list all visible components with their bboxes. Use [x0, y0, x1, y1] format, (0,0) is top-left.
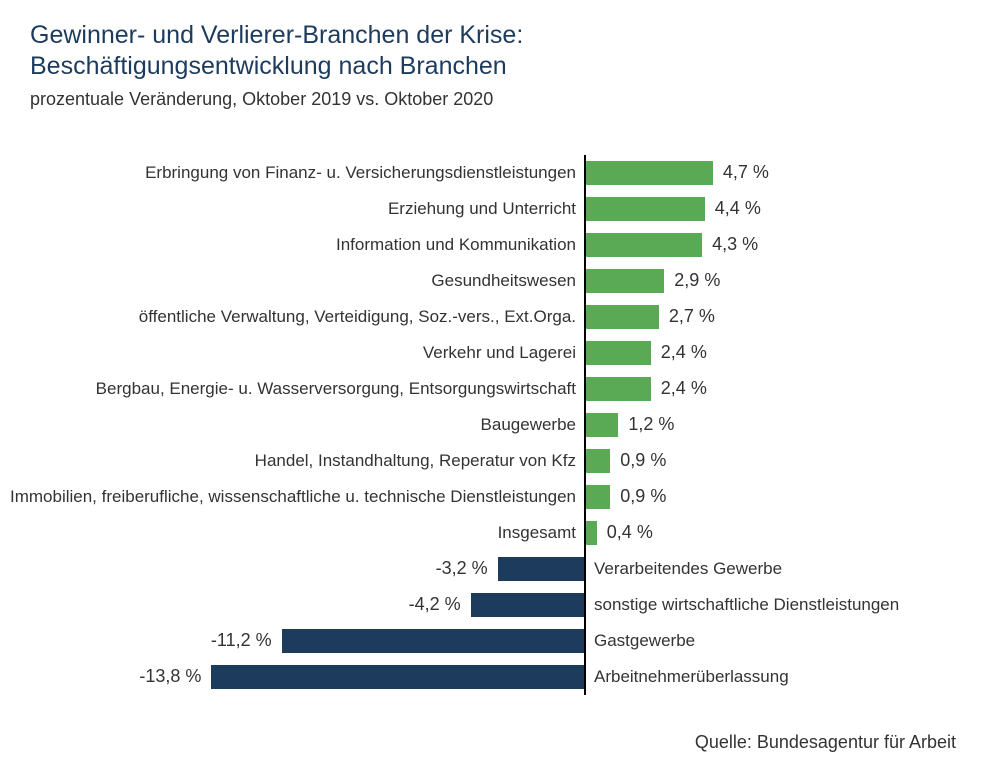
chart-row: Verarbeitendes Gewerbe -3,2 %: [30, 551, 956, 587]
value-label: -11,2 %: [211, 630, 272, 651]
category-label: öffentliche Verwaltung, Verteidigung, So…: [139, 307, 576, 327]
chart-row: Baugewerbe 1,2 %: [30, 407, 956, 443]
chart-row: Information und Kommunikation 4,3 %: [30, 227, 956, 263]
bar: [586, 341, 651, 365]
value-label: 0,9 %: [620, 486, 666, 507]
value-label: 2,4 %: [661, 378, 707, 399]
chart-subtitle: prozentuale Veränderung, Oktober 2019 vs…: [30, 89, 956, 110]
category-label: Baugewerbe: [481, 415, 576, 435]
chart-row: Gastgewerbe -11,2 %: [30, 623, 956, 659]
chart-row: Insgesamt 0,4 %: [30, 515, 956, 551]
value-label: 1,2 %: [628, 414, 674, 435]
category-label: Verarbeitendes Gewerbe: [594, 559, 782, 579]
category-label: Immobilien, freiberufliche, wissenschaft…: [10, 487, 576, 507]
diverging-bar-chart: Erbringung von Finanz- u. Versicherungsd…: [30, 155, 956, 695]
value-label: 4,7 %: [723, 162, 769, 183]
category-label: Bergbau, Energie- u. Wasserversorgung, E…: [96, 379, 576, 399]
bar: [586, 233, 702, 257]
bar: [586, 269, 664, 293]
category-label: Verkehr und Lagerei: [423, 343, 576, 363]
value-label: -3,2 %: [436, 558, 488, 579]
bar: [211, 665, 584, 689]
vertical-axis: [584, 155, 586, 695]
category-label: Insgesamt: [498, 523, 576, 543]
category-label: Gastgewerbe: [594, 631, 695, 651]
category-label: Information und Kommunikation: [336, 235, 576, 255]
value-label: -4,2 %: [409, 594, 461, 615]
chart-row: Bergbau, Energie- u. Wasserversorgung, E…: [30, 371, 956, 407]
value-label: 4,4 %: [715, 198, 761, 219]
chart-row: Gesundheitswesen 2,9 %: [30, 263, 956, 299]
category-label: Erziehung und Unterricht: [388, 199, 576, 219]
chart-row: sonstige wirtschaftliche Dienstleistunge…: [30, 587, 956, 623]
chart-title-line2: Beschäftigungsentwicklung nach Branchen: [30, 51, 956, 82]
value-label: 2,9 %: [674, 270, 720, 291]
chart-row: Handel, Instandhaltung, Reperatur von Kf…: [30, 443, 956, 479]
bar: [586, 377, 651, 401]
category-label: Gesundheitswesen: [431, 271, 576, 291]
chart-source: Quelle: Bundesagentur für Arbeit: [695, 732, 956, 753]
value-label: 0,9 %: [620, 450, 666, 471]
category-label: Erbringung von Finanz- u. Versicherungsd…: [145, 163, 576, 183]
chart-row: Arbeitnehmerüberlassung -13,8 %: [30, 659, 956, 695]
bar: [471, 593, 584, 617]
value-label: 2,4 %: [661, 342, 707, 363]
bar: [586, 413, 618, 437]
chart-row: öffentliche Verwaltung, Verteidigung, So…: [30, 299, 956, 335]
value-label: -13,8 %: [139, 666, 201, 687]
bar: [586, 485, 610, 509]
bar: [498, 557, 584, 581]
bar: [282, 629, 584, 653]
bar: [586, 305, 659, 329]
category-label: Handel, Instandhaltung, Reperatur von Kf…: [255, 451, 576, 471]
chart-row: Erbringung von Finanz- u. Versicherungsd…: [30, 155, 956, 191]
value-label: 0,4 %: [607, 522, 653, 543]
bar: [586, 449, 610, 473]
chart-title-line1: Gewinner- und Verlierer-Branchen der Kri…: [30, 20, 956, 51]
value-label: 2,7 %: [669, 306, 715, 327]
category-label: sonstige wirtschaftliche Dienstleistunge…: [594, 595, 899, 615]
bar: [586, 161, 713, 185]
bar: [586, 521, 597, 545]
chart-row: Verkehr und Lagerei 2,4 %: [30, 335, 956, 371]
chart-row: Immobilien, freiberufliche, wissenschaft…: [30, 479, 956, 515]
category-label: Arbeitnehmerüberlassung: [594, 667, 789, 687]
bar: [586, 197, 705, 221]
value-label: 4,3 %: [712, 234, 758, 255]
chart-row: Erziehung und Unterricht 4,4 %: [30, 191, 956, 227]
